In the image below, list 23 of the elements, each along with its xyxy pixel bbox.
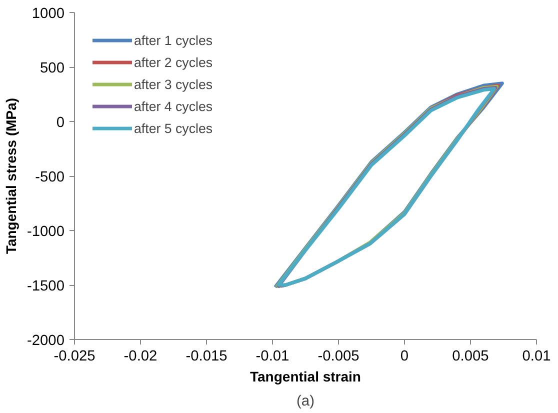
legend-label: after 4 cycles [134,98,213,114]
x-axis-title: Tangential strain [250,368,361,384]
text: (a) [296,394,314,410]
x-tick-label: 0.005 [452,348,489,364]
y-tick-label: -500 [35,170,65,186]
legend-label: after 3 cycles [134,76,213,92]
y-tick-label: -1500 [27,278,65,294]
x-tick-label: -0.025 [54,348,96,364]
x-tick-label: -0.005 [318,348,360,364]
x-tick-label: 0.01 [522,348,551,364]
x-tick-label: 0 [400,348,409,364]
y-axis-title: Tangential stress (MPa) [3,98,20,254]
y-tick-label: 1000 [32,6,65,22]
x-tick-label: -0.02 [124,348,158,364]
legend-label: after 2 cycles [134,54,213,70]
y-tick-label: -2000 [27,333,65,349]
legend-label: after 1 cycles [134,32,213,48]
y-tick-label: 500 [40,60,65,76]
y-tick-label: -1000 [27,224,65,240]
legend-label: after 5 cycles [134,120,213,136]
y-tick-label: 0 [56,115,65,131]
x-tick-label: -0.015 [186,348,228,364]
x-tick-label: -0.01 [256,348,290,364]
